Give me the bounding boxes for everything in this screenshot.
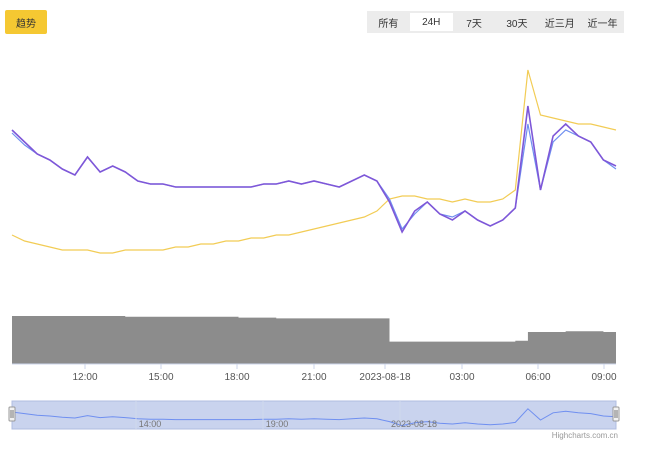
range-option-2[interactable]: 7天 — [466, 18, 482, 30]
x-tick-label: 15:00 — [148, 372, 173, 383]
navigator-tick-label: 2023-08-18 — [391, 419, 437, 429]
range-selector: 所有 24H 7天 30天 近三月 近一年 — [367, 11, 624, 33]
navigator-series-line — [11, 408, 617, 427]
series-line-purple — [11, 105, 617, 234]
x-tick-label: 12:00 — [72, 372, 97, 383]
series-line-blue — [11, 123, 617, 231]
navigator-tick-label: 14:00 — [139, 419, 162, 429]
navigator-handle-right[interactable] — [612, 406, 620, 422]
navigator-window[interactable] — [11, 400, 617, 430]
range-option-3[interactable]: 30天 — [506, 18, 528, 30]
range-option-5[interactable]: 近一年 — [587, 18, 618, 30]
x-tick-label: 2023-08-18 — [359, 372, 411, 383]
range-option-0[interactable]: 所有 — [378, 18, 399, 30]
x-tick-label: 18:00 — [224, 372, 249, 383]
navigator-handle-left[interactable] — [8, 406, 16, 422]
range-option-4[interactable]: 近三月 — [544, 18, 575, 30]
navigator-tick-label: 19:00 — [266, 419, 289, 429]
highcharts-credit[interactable]: Highcharts.com.cn — [551, 431, 618, 440]
volume-area — [12, 316, 616, 364]
x-tick-label: 21:00 — [301, 372, 326, 383]
x-tick-label: 06:00 — [525, 372, 550, 383]
x-tick-label: 03:00 — [449, 372, 474, 383]
range-option-1[interactable]: 24H — [409, 13, 453, 31]
x-tick-label: 09:00 — [591, 372, 616, 383]
series-line-yellow — [11, 69, 617, 254]
trend-button[interactable]: 趋势 — [5, 10, 47, 34]
